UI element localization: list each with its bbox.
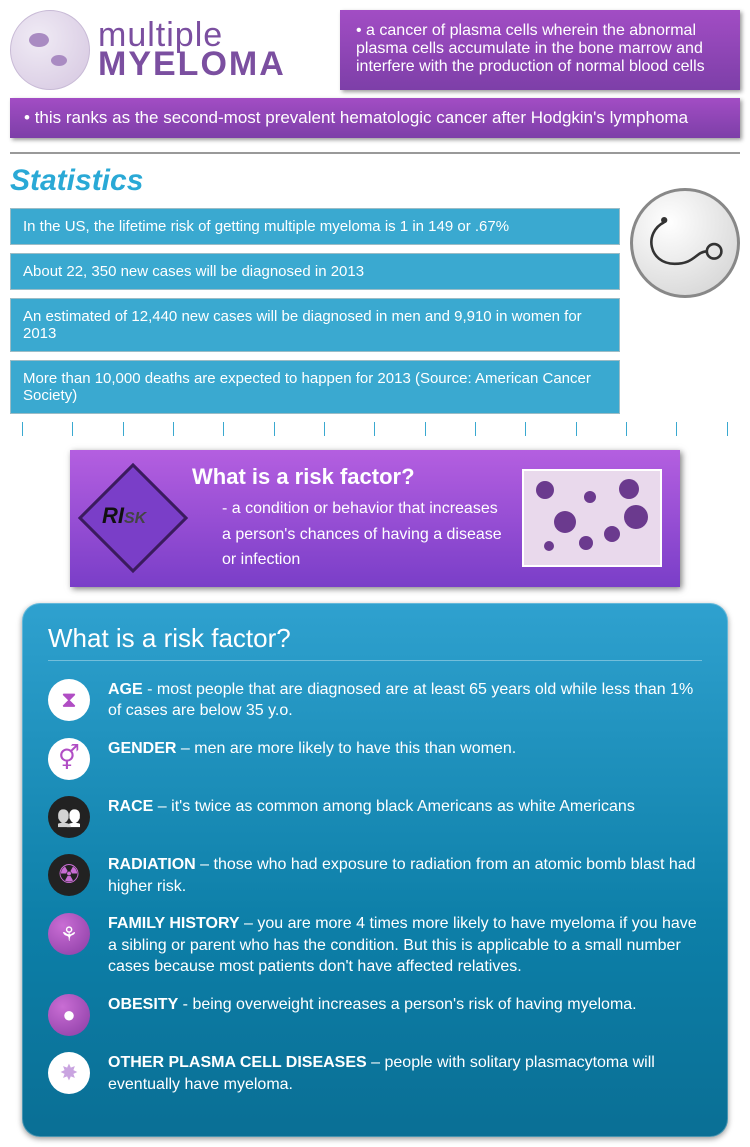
risk-factor-row: AGE - most people that are diagnosed are…	[48, 679, 702, 722]
risk-definition-text: - a condition or behavior that increases…	[192, 496, 508, 573]
tick-mark	[525, 422, 526, 436]
risk-factor-label: RADIATION	[108, 856, 196, 873]
risk-factor-text: AGE - most people that are diagnosed are…	[108, 679, 702, 722]
tick-ruler	[22, 422, 728, 436]
tick-mark	[374, 422, 375, 436]
tick-mark	[22, 422, 23, 436]
risk-definition-title: What is a risk factor?	[192, 464, 508, 490]
risk-factor-text: OTHER PLASMA CELL DISEASES – people with…	[108, 1052, 702, 1095]
risk-factors-panel: What is a risk factor? AGE - most people…	[22, 603, 728, 1137]
stat-bar: In the US, the lifetime risk of getting …	[10, 208, 620, 245]
risk-factor-text: RACE – it's twice as common among black …	[108, 796, 635, 818]
risk-factor-text: RADIATION – those who had exposure to ra…	[108, 854, 702, 897]
radiation-icon	[48, 854, 90, 896]
risk-badge-small: SK	[124, 510, 146, 527]
risk-factor-row: GENDER – men are more likely to have thi…	[48, 738, 702, 780]
logo-text: multiple MYELOMA	[98, 21, 286, 79]
tick-mark	[475, 422, 476, 436]
tick-mark	[727, 422, 728, 436]
risk-factor-label: GENDER	[108, 740, 176, 757]
definition-text: a cancer of plasma cells wherein the abn…	[356, 22, 705, 75]
risk-badge-big: RI	[102, 503, 124, 528]
stat-bar: About 22, 350 new cases will be diagnose…	[10, 253, 620, 290]
risk-definition-body: What is a risk factor? - a condition or …	[192, 464, 508, 573]
race-icon	[48, 796, 90, 838]
tick-mark	[223, 422, 224, 436]
logo-block: multiple MYELOMA	[10, 10, 330, 90]
risk-factor-label: OTHER PLASMA CELL DISEASES	[108, 1054, 367, 1071]
tick-mark	[173, 422, 174, 436]
risk-factor-row: FAMILY HISTORY – you are more 4 times mo…	[48, 913, 702, 978]
risk-factors-title: What is a risk factor?	[48, 623, 702, 661]
microscopy-image	[522, 469, 662, 567]
tick-mark	[324, 422, 325, 436]
tick-mark	[626, 422, 627, 436]
family-icon	[48, 913, 90, 955]
rank-box: • this ranks as the second-most prevalen…	[10, 98, 740, 138]
header-row: multiple MYELOMA • a cancer of plasma ce…	[10, 10, 740, 90]
rank-text: this ranks as the second-most prevalent …	[35, 108, 688, 127]
stat-bar: An estimated of 12,440 new cases will be…	[10, 298, 620, 352]
definition-box: • a cancer of plasma cells wherein the a…	[340, 10, 740, 90]
plasma-icon	[48, 1052, 90, 1094]
risk-badge-text: RISK	[102, 503, 146, 529]
cells-icon	[10, 10, 90, 90]
divider	[10, 152, 740, 154]
risk-factor-text: OBESITY - being overweight increases a p…	[108, 994, 637, 1016]
logo-word-bottom: MYELOMA	[98, 50, 286, 79]
tick-mark	[123, 422, 124, 436]
risk-factor-label: AGE	[108, 681, 143, 698]
gender-icon	[48, 738, 90, 780]
risk-factor-text: FAMILY HISTORY – you are more 4 times mo…	[108, 913, 702, 978]
risk-factor-row: OTHER PLASMA CELL DISEASES – people with…	[48, 1052, 702, 1095]
obesity-icon	[48, 994, 90, 1036]
risk-factor-row: OBESITY - being overweight increases a p…	[48, 994, 702, 1036]
statistics-block: In the US, the lifetime risk of getting …	[10, 208, 740, 414]
tick-mark	[676, 422, 677, 436]
hourglass-icon	[48, 679, 90, 721]
stat-bar: More than 10,000 deaths are expected to …	[10, 360, 620, 414]
tick-mark	[576, 422, 577, 436]
risk-factor-row: RACE – it's twice as common among black …	[48, 796, 702, 838]
tick-mark	[72, 422, 73, 436]
risk-factor-label: RACE	[108, 798, 153, 815]
risk-diamond-icon: RISK	[88, 473, 178, 563]
statistics-title: Statistics	[10, 164, 740, 198]
risk-definition-panel: RISK What is a risk factor? - a conditio…	[70, 450, 680, 587]
risk-factor-text: GENDER – men are more likely to have thi…	[108, 738, 516, 760]
stethoscope-icon	[630, 188, 740, 298]
tick-mark	[425, 422, 426, 436]
risk-factor-label: OBESITY	[108, 996, 178, 1013]
risk-factor-label: FAMILY HISTORY	[108, 915, 240, 932]
risk-factor-row: RADIATION – those who had exposure to ra…	[48, 854, 702, 897]
tick-mark	[274, 422, 275, 436]
